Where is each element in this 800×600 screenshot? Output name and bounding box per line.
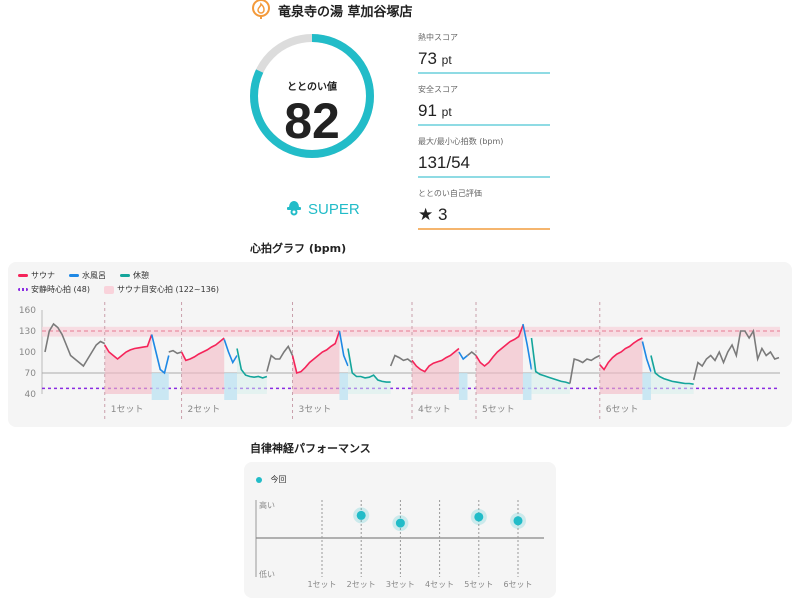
hr-line-rest [236,348,268,379]
hr-line-sauna [475,325,524,368]
set-label: 5セット [464,580,493,589]
hr-line-cold [223,339,238,365]
set-label: 4セット [418,404,451,415]
legend-target-hr: サウナ目安心拍 (122~136) [103,284,219,295]
card-unit: pt [441,105,452,119]
set-label: 2セット [188,404,221,415]
self-rating-card: ととのい自己評価 ★ 3 [418,186,550,230]
data-point [395,518,405,528]
data-point [513,516,523,526]
y-tick-label: 40 [25,390,37,400]
cold-bath-area [642,373,651,400]
hr-line-sauna [180,337,225,362]
onsen-pin-icon [250,0,272,24]
hr-line-rest [650,355,694,385]
heat-score-card: 熱中スコア 73 pt [418,30,550,74]
y-tick-label: 70 [25,369,37,379]
legend-sauna: サウナ [18,270,55,281]
score-value: 82 [284,93,340,149]
set-label: 1セット [307,580,336,589]
hr-line-cold [338,330,349,367]
card-value: 131/54 [418,153,470,172]
card-label: 最大/最小心拍数 (bpm) [418,137,504,146]
rest-area [650,355,694,394]
legend-rest: 休憩 [120,270,149,281]
cold-bath-area [522,373,532,400]
sauna-area [476,325,523,394]
card-unit: pt [441,53,452,67]
legend-resting-hr: 安静時心拍 (48) [18,284,90,295]
data-point [356,510,366,520]
legend-this-time: 今回 [256,474,287,485]
rank-badge: SUPER [286,198,360,220]
hr-line-rest [347,348,391,383]
set-label: 6セット [503,580,532,589]
hr-line-cold [150,334,170,375]
hr-graph-title: 心拍グラフ (bpm) [250,242,347,255]
hr-line-sauna [599,337,643,371]
store-name: 竜泉寺の湯 草加谷塚店 [278,5,413,20]
sauna-area [292,331,340,394]
cold-bath-area [151,373,169,400]
y-tick-label: 160 [19,306,36,316]
cold-bath-area [339,373,348,400]
sauna-hat-icon [286,198,302,220]
rest-area [531,338,570,394]
heart-rate-chart: 160 130 100 70 40 1セット 2セット 3セット 4セット 5セット 6セット [19,302,780,422]
rest-area [237,348,267,394]
set-label: 6セット [606,404,639,415]
card-value: 73 [418,49,437,68]
hr-line-other [44,322,106,368]
hr-line-other [389,354,413,367]
high-label: 高い [259,500,275,510]
heart-rate-card: 最大/最小心拍数 (bpm) 131/54 [418,134,550,178]
sauna-area [181,338,225,394]
sauna-area [599,338,643,394]
card-label: ととのい自己評価 [418,189,482,198]
ans-panel: 今回 高い低い 1セット 2セット 3セット 4セット 5セット 6セット [244,462,556,598]
ring-progress [250,34,374,158]
set-label: 1セット [111,404,144,415]
cold-bath-area [224,373,238,400]
score-ring [250,34,374,158]
hr-line-other [168,349,182,355]
hr-graph-panel: サウナ 水風呂 休憩 安静時心拍 (48) サウナ目安心拍 (122~136) … [8,262,792,427]
set-label: 3セット [299,404,332,415]
rank-text: SUPER [308,200,360,218]
set-label: 2セット [347,580,376,589]
set-label: 3セット [386,580,415,589]
hr-line-sauna [104,334,153,361]
card-value: 91 [418,101,437,120]
target-band [42,326,780,337]
sauna-area [104,334,152,394]
card-value: ★ 3 [418,205,448,224]
hr-line-cold [458,351,468,361]
rest-area [347,348,391,394]
cold-bath-area [458,373,468,400]
hr-line-other [266,344,294,372]
hr-line-sauna [291,330,341,375]
card-label: 安全スコア [418,85,458,94]
hr-line-rest [530,337,571,385]
hr-line-other [692,328,780,381]
low-label: 低い [259,569,275,579]
hr-line-cold [522,323,533,370]
score-label: ととのい値 [287,82,337,93]
hr-line-other [466,350,477,357]
card-label: 熱中スコア [418,33,458,42]
data-point [474,512,484,522]
set-label: 4セット [425,580,454,589]
y-tick-label: 100 [19,348,36,358]
ans-title: 自律神経パフォーマンス [250,442,371,455]
safety-score-card: 安全スコア 91 pt [418,82,550,126]
y-tick-label: 130 [19,327,36,337]
hr-line-other [569,354,601,384]
hr-line-sauna [411,347,460,373]
set-label: 5セット [482,404,515,415]
hr-line-cold [641,341,652,372]
sauna-area [412,348,459,394]
legend-cold-bath: 水風呂 [69,270,106,281]
